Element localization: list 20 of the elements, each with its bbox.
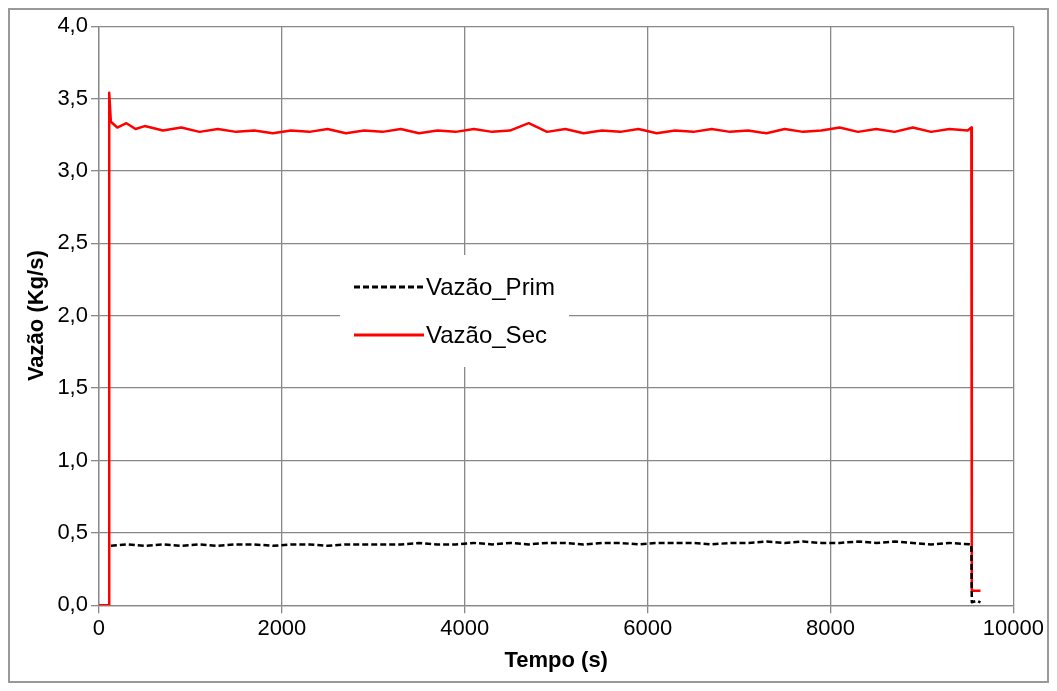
- legend-label: Vazão_Prim: [426, 273, 555, 301]
- x-tick-label: 10000: [982, 615, 1045, 641]
- y-tick-label: 2,5: [57, 229, 88, 255]
- x-tick-label: 4000: [440, 615, 490, 641]
- legend-label: Vazão_Sec: [426, 321, 547, 349]
- line-series: [109, 540, 982, 604]
- x-tick-label: 2000: [257, 615, 307, 641]
- y-tick-label: 0,0: [57, 591, 88, 617]
- x-axis-title: Tempo (s): [504, 646, 608, 672]
- y-tick-label: 2,0: [57, 301, 88, 327]
- y-axis-title: Vazão (Kg/s): [23, 250, 49, 382]
- x-tick-label: 8000: [806, 615, 855, 641]
- y-tick-label: 0,5: [57, 518, 88, 544]
- y-tick-label: 3,5: [57, 84, 88, 110]
- y-tick-label: 4,0: [57, 12, 88, 38]
- x-tick-label: 6000: [623, 615, 673, 641]
- x-tick-label: 0: [92, 615, 106, 641]
- y-tick-label: 3,0: [57, 157, 88, 183]
- y-tick-label: 1,0: [57, 446, 88, 472]
- y-tick-label: 1,5: [57, 374, 88, 400]
